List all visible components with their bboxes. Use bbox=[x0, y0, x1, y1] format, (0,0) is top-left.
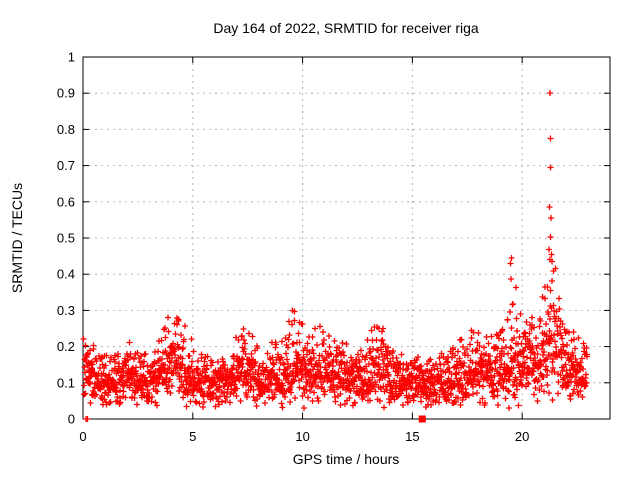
plot-border bbox=[82, 56, 611, 420]
grid-lines bbox=[83, 57, 610, 419]
y-tick-label: 1 bbox=[68, 50, 75, 65]
srmtid-plus-markers bbox=[80, 90, 590, 422]
x-tick-label: 10 bbox=[295, 429, 309, 444]
y-tick-label: 0.8 bbox=[57, 122, 75, 137]
x-tick-label: 5 bbox=[189, 429, 196, 444]
y-tick-label: 0.2 bbox=[57, 339, 75, 354]
y-tick-label: 0.5 bbox=[57, 231, 75, 246]
y-tick-label: 0.4 bbox=[57, 267, 75, 282]
y-tick-label: 0.6 bbox=[57, 194, 75, 209]
x-axis-label: GPS time / hours bbox=[293, 451, 400, 467]
x-tick-label: 15 bbox=[405, 429, 419, 444]
y-tick-label: 0.7 bbox=[57, 158, 75, 173]
data-points bbox=[80, 90, 590, 423]
x-tick-label: 20 bbox=[515, 429, 529, 444]
x-tick-label: 0 bbox=[79, 429, 86, 444]
y-tick-labels: 0 0.1 0.2 0.3 0.4 0.5 0.6 0.7 0.8 0.9 1 bbox=[57, 50, 75, 427]
y-axis-label: SRMTID / TECUs bbox=[9, 183, 25, 293]
y-tick-label: 0.3 bbox=[57, 303, 75, 318]
y-tick-label: 0 bbox=[68, 412, 75, 427]
x-tick-labels: 0 5 10 15 20 bbox=[79, 429, 529, 444]
y-tick-label: 0.1 bbox=[57, 375, 75, 390]
y-tick-label: 0.9 bbox=[57, 86, 75, 101]
chart-title: Day 164 of 2022, SRMTID for receiver rig… bbox=[213, 20, 479, 36]
flagged-epoch-square-marker bbox=[418, 415, 426, 423]
